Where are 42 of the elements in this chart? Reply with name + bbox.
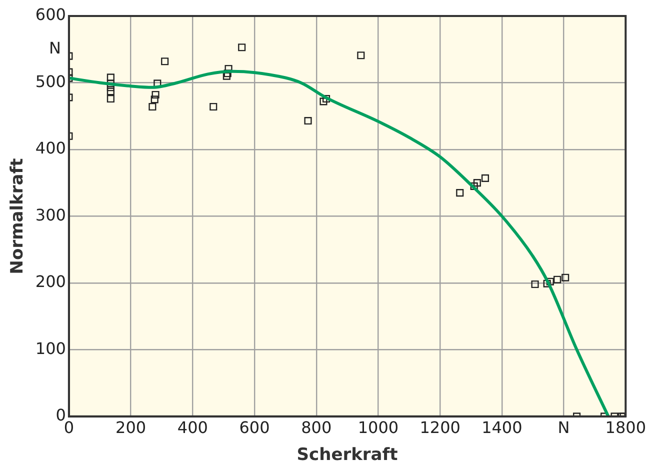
x-tick-label: 1200	[420, 418, 460, 438]
y-tick-label: 500	[35, 72, 66, 91]
x-tick-label: N	[558, 418, 570, 438]
point	[470, 182, 478, 190]
point	[106, 88, 114, 96]
annotation: N	[48, 38, 61, 58]
point	[473, 179, 481, 187]
y-tick-label: 600	[35, 5, 66, 24]
x-tick-label: 400	[177, 418, 208, 438]
y-tick-label: 300	[35, 205, 66, 224]
point	[357, 52, 365, 60]
point	[554, 276, 562, 284]
point	[546, 278, 554, 286]
point	[222, 72, 230, 80]
x-axis-title: Scherkraft	[296, 445, 398, 466]
point	[106, 74, 114, 82]
point	[543, 280, 551, 288]
x-tick-label: 200	[116, 418, 146, 438]
point	[320, 98, 328, 106]
point	[106, 94, 114, 103]
point	[150, 96, 158, 104]
x-tick-label: 800	[301, 418, 332, 438]
point	[210, 102, 218, 111]
x-tick-label: 1800	[605, 418, 646, 438]
x-tick-label: 1000	[358, 418, 399, 438]
x-tick-label: 600	[239, 418, 270, 438]
point	[481, 174, 490, 182]
point	[456, 189, 464, 197]
point	[562, 274, 570, 282]
point	[152, 90, 160, 99]
point	[238, 44, 246, 52]
y-tick-label: 200	[35, 272, 66, 292]
y-tick-label: 400	[35, 138, 66, 158]
x-tick-label: 1400	[482, 418, 522, 438]
point	[148, 102, 156, 111]
point	[531, 280, 539, 288]
line-series	[68, 70, 610, 416]
y-tick-label: 100	[35, 338, 66, 358]
point	[161, 58, 169, 66]
point	[304, 116, 312, 125]
y-tick-label: 0	[56, 406, 66, 425]
y-axis-title: Normalkraft	[8, 158, 28, 274]
